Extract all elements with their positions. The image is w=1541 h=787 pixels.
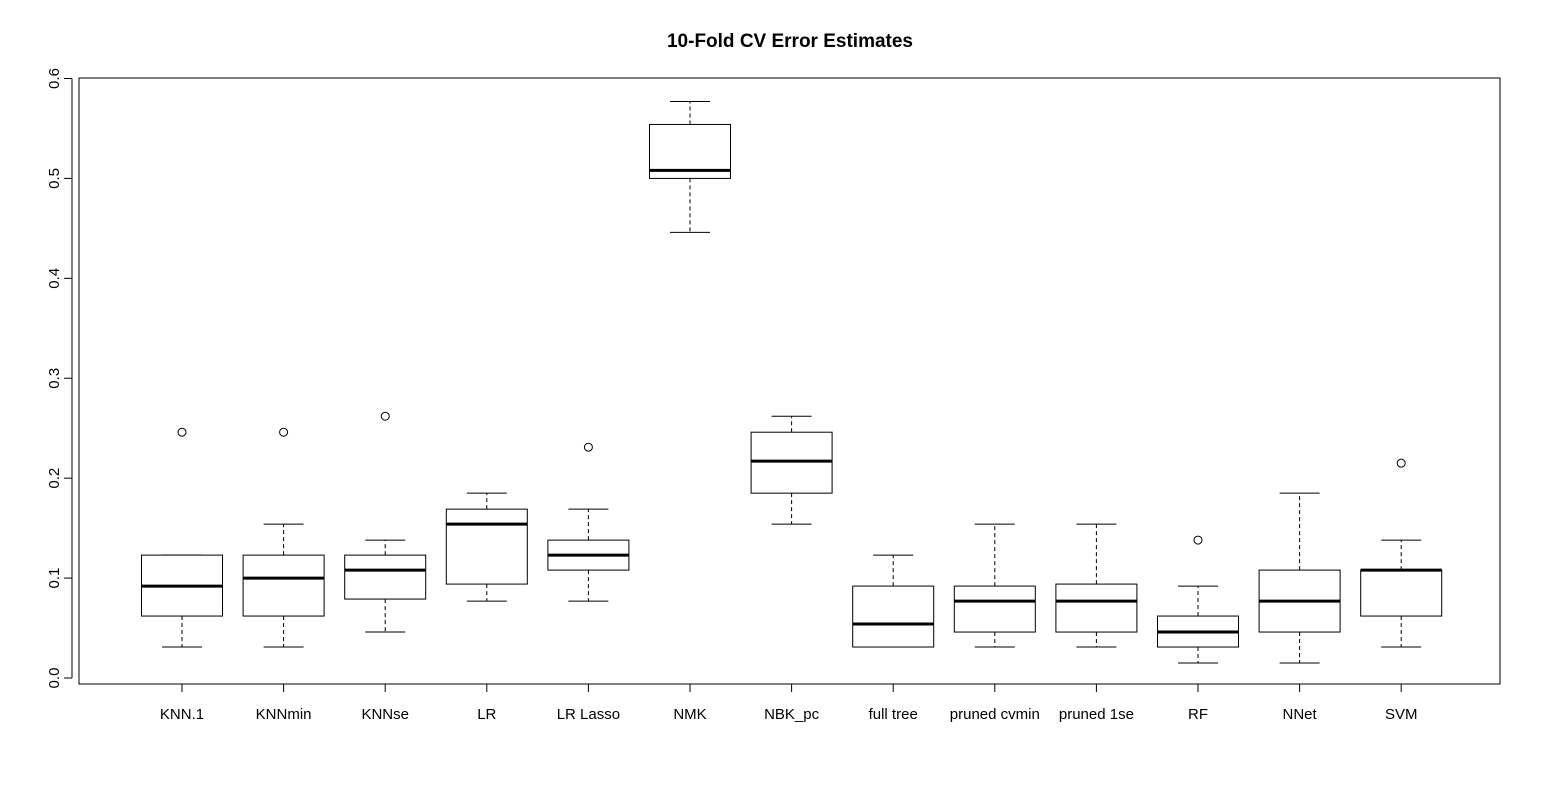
x-tick-label: SVM: [1385, 706, 1418, 723]
x-tick-label: NNet: [1283, 706, 1318, 723]
y-tick-label: 0.4: [46, 268, 63, 289]
x-tick-label: full tree: [869, 706, 918, 723]
box-lr-lasso: [547, 442, 630, 602]
x-tick-label: KNNmin: [256, 706, 312, 723]
iqr-box: [445, 508, 528, 585]
box-knnse: [344, 411, 427, 633]
y-tick-label: 0.2: [46, 468, 63, 489]
chart-title: 10-Fold CV Error Estimates: [667, 31, 913, 52]
x-tick-label: NBK_pc: [764, 706, 820, 723]
iqr-box: [953, 585, 1036, 633]
outlier-point: [1193, 535, 1203, 545]
x-tick-label: LR: [477, 706, 496, 723]
iqr-box: [852, 585, 935, 648]
box-nmk: [649, 100, 731, 233]
x-tick-label: pruned cvmin: [950, 706, 1040, 723]
iqr-box: [1360, 569, 1443, 617]
box-nnet: [1258, 492, 1341, 664]
box-full-tree: [852, 554, 935, 648]
x-axis: KNN.1 KNNmin KNNse LR LR Lasso NMK NBK_pc full …: [160, 683, 1418, 723]
x-tick-label: KNN.1: [160, 706, 204, 723]
y-tick-label: 0.0: [46, 668, 63, 689]
box-knn-1: [141, 427, 223, 648]
iqr-box: [344, 554, 427, 600]
boxes-layer: [141, 100, 1443, 664]
y-axis: 0.0 0.1 0.2 0.3 0.4 0.5 0.6: [46, 68, 73, 689]
x-tick-label: LR Lasso: [557, 706, 620, 723]
box-pruned-cvmin: [953, 523, 1036, 648]
x-tick-label: KNNse: [361, 706, 409, 723]
outlier-point: [583, 442, 593, 452]
y-tick-label: 0.5: [46, 168, 63, 189]
y-tick-label: 0.1: [46, 568, 63, 589]
x-tick-label: pruned 1se: [1059, 706, 1134, 723]
x-tick-label: NMK: [673, 706, 706, 723]
box-lr: [445, 492, 528, 602]
iqr-box: [1055, 583, 1138, 633]
outlier-point: [279, 427, 289, 437]
outlier-point: [380, 411, 390, 421]
x-tick-label: RF: [1188, 706, 1208, 723]
box-svm: [1360, 458, 1443, 648]
outlier-point: [177, 427, 187, 437]
iqr-box: [242, 554, 325, 617]
y-tick-label: 0.3: [46, 368, 63, 389]
box-rf: [1157, 535, 1239, 664]
box-knnmin: [242, 427, 325, 648]
box-pruned-1se: [1055, 523, 1138, 648]
outlier-point: [1396, 458, 1406, 468]
y-tick-label: 0.6: [46, 68, 63, 89]
box-nbk-pc: [750, 415, 833, 525]
